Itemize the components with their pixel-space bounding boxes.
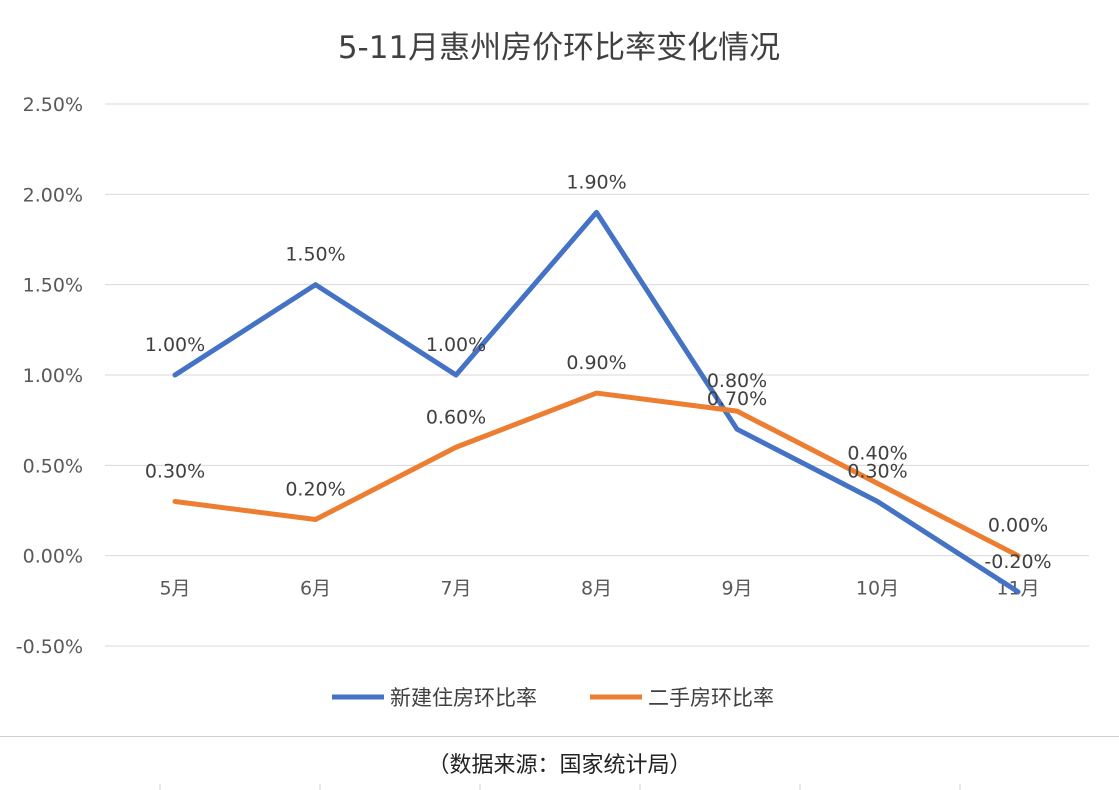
data-source-note: （数据来源：国家统计局） xyxy=(427,753,692,778)
y-tick-label: 2.50% xyxy=(23,94,83,116)
line-chart: 5-11月惠州房价环比率变化情况 2.50% 2.00% 1.50% 1.00% 0.5… xyxy=(16,30,1089,710)
data-label: 0.70% xyxy=(707,388,767,410)
series-line-1 xyxy=(172,209,1021,595)
y-tick-label: 1.50% xyxy=(23,275,83,297)
x-tick-label: 7月 xyxy=(440,578,471,600)
chart-title: 5-11月惠州房价环比率变化情况 xyxy=(338,30,780,66)
y-tick-label: 0.50% xyxy=(23,455,83,477)
data-label: 0.90% xyxy=(566,352,626,374)
data-label: -0.20% xyxy=(984,551,1051,573)
data-label: 1.00% xyxy=(426,334,486,356)
y-tick-label: -0.50% xyxy=(16,636,83,658)
x-tick-label: 9月 xyxy=(721,578,752,600)
x-tick-label: 5月 xyxy=(159,578,190,600)
legend-item-2: 二手房环比率 xyxy=(590,686,774,710)
data-label: 1.50% xyxy=(285,244,345,266)
data-label: 0.30% xyxy=(145,460,205,482)
legend-label: 二手房环比率 xyxy=(648,686,774,710)
data-label: 0.00% xyxy=(988,515,1048,537)
y-tick-label: 0.00% xyxy=(23,546,83,568)
data-label: 1.00% xyxy=(145,334,205,356)
x-tick-label: 6月 xyxy=(300,578,331,600)
data-label: 1.90% xyxy=(566,171,626,193)
source-row: （数据来源：国家统计局） xyxy=(0,736,1119,790)
y-tick-label: 1.00% xyxy=(23,365,83,387)
x-tick-label: 10月 xyxy=(856,578,899,600)
data-label: 0.30% xyxy=(847,460,907,482)
y-tick-label: 2.00% xyxy=(23,184,83,206)
x-tick-label: 8月 xyxy=(581,578,612,600)
data-label: 0.20% xyxy=(285,479,345,501)
table-cell-dividers xyxy=(159,784,961,790)
data-label: 0.60% xyxy=(426,406,486,428)
data-label: 0.80% xyxy=(707,370,767,392)
series-line-2 xyxy=(172,390,1021,559)
legend-label: 新建住房环比率 xyxy=(390,686,537,710)
legend-item-1: 新建住房环比率 xyxy=(332,686,537,710)
data-label: 0.40% xyxy=(847,442,907,464)
chart-area: 5-11月惠州房价环比率变化情况 2.50% 2.00% 1.50% 1.00% 0.5… xyxy=(16,30,1089,710)
